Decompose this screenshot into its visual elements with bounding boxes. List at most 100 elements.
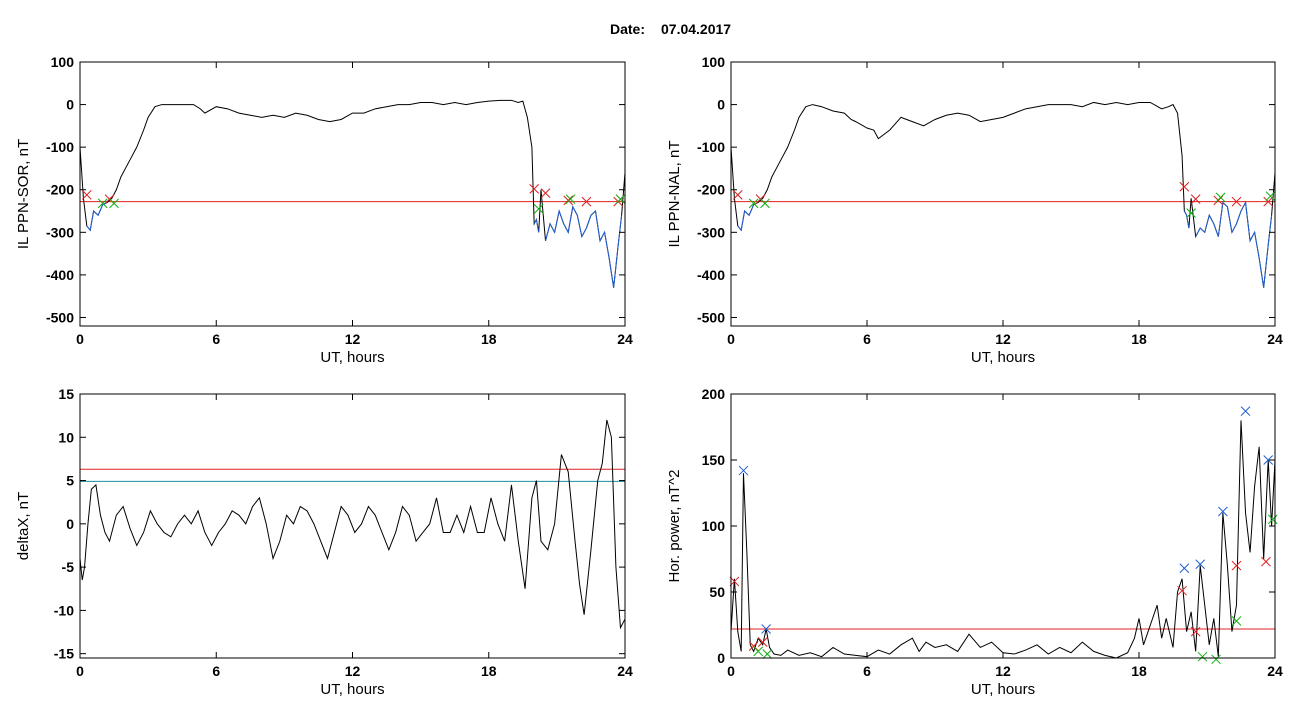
- p2-marker-0-2: [1179, 181, 1190, 192]
- p2-marker-1-2: [1186, 208, 1196, 219]
- p4-marker-1-1: [748, 641, 759, 651]
- p1-frame: [79, 61, 626, 327]
- p1-marker-0-2: [529, 184, 540, 194]
- p2-marker-0-5: [1231, 196, 1242, 207]
- p4-xtick-label-1: 6: [863, 663, 871, 679]
- p4-marker-0-6: [1263, 455, 1274, 465]
- p2-series-1-run-1: [1183, 210, 1190, 229]
- p1-marker-0-3: [540, 188, 551, 199]
- p4-xtick-label-4: 24: [1267, 663, 1283, 679]
- p1-panel: 0 6 12 18 24 100 0 -100 -200 -300 -400 -500 UT, hour…: [15, 54, 633, 366]
- p1-xtick-label-1: 6: [212, 331, 220, 347]
- p1-marker-1-0: [97, 198, 108, 209]
- p2-series-1-run-0: [737, 202, 759, 232]
- p2-ytick-label-2: -100: [697, 139, 725, 155]
- p1-marker-1-1: [109, 198, 119, 209]
- p4-marker-1-4: [1190, 626, 1201, 637]
- p2-xlabel: UT, hours: [971, 349, 1035, 366]
- p4-ytick-label-4: 0: [717, 650, 725, 666]
- p1-ytick-label-6: -500: [46, 309, 74, 325]
- p1-xtick-label-3: 18: [481, 331, 497, 347]
- p4-frame: [730, 393, 1276, 659]
- p2-marker-0-0: [732, 189, 743, 200]
- p2-series-1-run-2: [1195, 200, 1273, 288]
- p2-series-0: [731, 101, 1275, 288]
- p4-ytick-label-3: 50: [709, 584, 725, 600]
- p1-xlabel: UT, hours: [320, 349, 384, 366]
- p2-marker-1-3: [1215, 192, 1226, 203]
- p2-ytick-label-1: 0: [717, 97, 725, 113]
- p4-ytick-label-2: 100: [702, 518, 726, 534]
- p2-ytick-label-4: -300: [697, 224, 725, 240]
- p1-ytick-label-5: -400: [46, 267, 74, 283]
- p4-panel: 0 6 12 18 24 200 150 100 50 0 UT, hours Hor. power,…: [666, 386, 1283, 698]
- p3-ytick-label-5: -10: [54, 602, 74, 618]
- p4-ytick-label-0: 200: [702, 386, 726, 402]
- p4-marker-1-3: [1177, 585, 1187, 596]
- p3-xtick-label-3: 18: [481, 663, 497, 679]
- p4-xlabel: UT, hours: [971, 681, 1035, 698]
- p3-xtick-label-1: 6: [212, 663, 220, 679]
- p2-xtick-label-2: 12: [995, 331, 1011, 347]
- p4-marker-2-5: [1267, 514, 1278, 525]
- p4-marker-0-5: [1240, 406, 1251, 417]
- p4-marker-0-3: [1195, 559, 1206, 570]
- p4-xtick-label-3: 18: [1131, 663, 1147, 679]
- p3-xlabel: UT, hours: [320, 681, 384, 698]
- p3-ytick-label-4: -5: [62, 559, 75, 575]
- p3-xtick-label-2: 12: [345, 663, 361, 679]
- p1-marker-0-5: [581, 196, 592, 207]
- p1-marker-0-4: [563, 195, 574, 206]
- p4-marker-0-4: [1218, 506, 1228, 517]
- p4-marker-1-5: [1231, 560, 1242, 571]
- p2-xtick-label-3: 18: [1131, 331, 1147, 347]
- p1-ytick-label-2: -100: [46, 139, 74, 155]
- p2-marker-1-4: [1265, 191, 1276, 201]
- p1-ytick-label-1: 0: [66, 97, 74, 113]
- p3-xtick-label-0: 0: [76, 663, 84, 679]
- p4-series-0: [731, 420, 1275, 658]
- p4-marker-1-2: [757, 637, 768, 648]
- p4-marker-2-1: [762, 649, 773, 659]
- p2-frame: [730, 61, 1276, 327]
- p4-marker-0-1: [761, 624, 771, 634]
- p1-xtick-label-0: 0: [76, 331, 84, 347]
- p2-marker-0-6: [1263, 196, 1274, 207]
- p1-marker-1-2: [533, 204, 544, 214]
- p1-series-0: [80, 99, 625, 288]
- p1-ytick-label-3: -200: [46, 182, 74, 198]
- p2-ylabel: IL PPN-NAL, nT: [666, 141, 683, 248]
- p4-marker-2-4: [1231, 616, 1242, 626]
- p1-ylabel: IL PPN-SOR, nT: [15, 139, 32, 249]
- p4-ylabel: Hor. power, nT^2: [666, 470, 683, 583]
- p2-panel: 0 6 12 18 24 100 0 -100 -200 -300 -400 -500 UT, hour…: [666, 54, 1283, 366]
- p4-marker-2-3: [1211, 654, 1221, 665]
- p1-xtick-label-2: 12: [345, 331, 361, 347]
- p2-ytick-label-0: 100: [702, 54, 726, 70]
- p4-marker-2-0: [753, 646, 764, 657]
- p3-ytick-label-0: 15: [58, 386, 74, 402]
- p2-ytick-label-6: -500: [697, 309, 725, 325]
- figure-title-label: Date:: [610, 21, 645, 37]
- p1-ytick-label-0: 100: [51, 54, 75, 70]
- figure-title-date: 07.04.2017: [661, 21, 731, 37]
- p3-panel: 0 6 12 18 24 15 10 5 0 -5 -10 -15 UT, hours deltaX, n…: [15, 386, 633, 698]
- p3-series-0: [80, 419, 625, 630]
- p4-xtick-label-0: 0: [727, 663, 735, 679]
- p1-marker-1-3: [565, 194, 576, 204]
- p3-ytick-label-2: 5: [66, 473, 74, 489]
- p4-marker-2-2: [1197, 651, 1208, 662]
- p2-xtick-label-0: 0: [727, 331, 735, 347]
- p2-xtick-label-4: 24: [1267, 331, 1283, 347]
- p2-marker-1-1: [760, 198, 770, 209]
- p2-marker-0-3: [1190, 194, 1201, 204]
- p1-series-1-run-2: [545, 205, 623, 288]
- p2-ytick-label-5: -400: [697, 267, 725, 283]
- p3-ylabel: deltaX, nT: [15, 492, 32, 560]
- p1-marker-1-4: [615, 194, 626, 204]
- p1-xtick-label-4: 24: [617, 331, 633, 347]
- p4-marker-1-6: [1261, 556, 1271, 567]
- p3-xtick-label-4: 24: [617, 663, 633, 679]
